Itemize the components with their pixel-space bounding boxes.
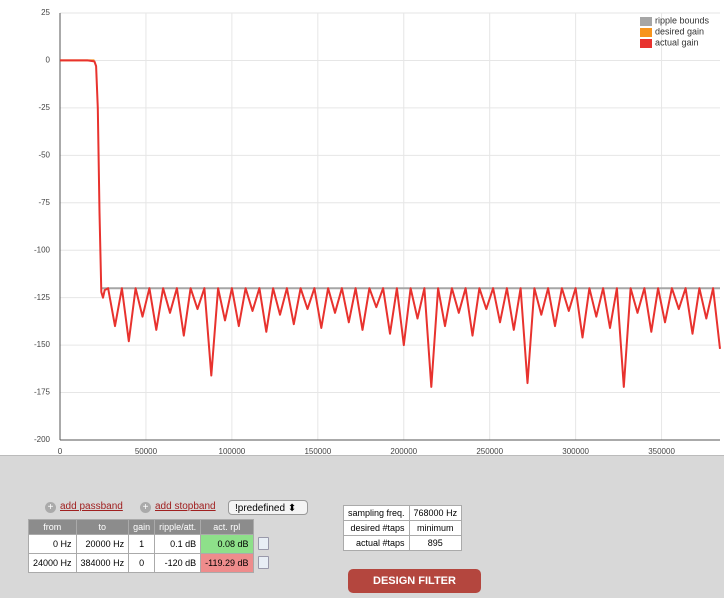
cell: desired #taps [343,520,410,536]
cell[interactable]: 768000 Hz [408,505,463,521]
y-tick-label: -100 [34,245,51,254]
y-tick-label: -25 [38,103,50,112]
preset-text: !predefined [235,503,286,514]
cell[interactable]: minimum [408,520,463,536]
x-tick-label: 200000 [390,447,417,455]
cell: -119.29 dB [200,553,254,573]
col-header: to [75,519,130,535]
delete[interactable] [253,554,273,573]
chart: 25 0 -25 -50 -75 -100 -125 -150 -175 -200 0 50000 10… [34,8,721,455]
legend-label: actual gain [655,37,699,47]
legend-label: desired gain [655,26,704,36]
y-tick-label: -75 [38,198,50,207]
col-header: from [28,519,77,535]
settings-table: sampling freq. 768000 Hz desired #taps min… [343,505,463,551]
preset-select[interactable]: !predefined ⬍ [228,500,308,515]
cell[interactable]: 0 Hz [28,534,77,554]
x-tick-label: 250000 [476,447,503,455]
add-icon: + [140,502,151,513]
x-tick-label: 300000 [562,447,589,455]
cell[interactable]: 20000 Hz [75,534,130,554]
series-line [60,59,721,388]
cell[interactable]: 0 [128,553,156,573]
x-tick-label: 150000 [304,447,331,455]
legend-swatch [640,39,652,48]
y-tick-label: -150 [34,340,51,349]
y-tick-label: -50 [38,150,50,159]
design-button[interactable]: DESIGN FILTER [348,569,481,593]
spacer [253,520,273,535]
cell[interactable]: 384000 Hz [75,553,130,573]
cell: actual #taps [343,535,410,551]
add-icon: + [45,502,56,513]
y-tick-label: -175 [34,388,51,397]
col-header: ripple/att. [154,519,202,535]
cell: 0.08 dB [200,534,254,554]
add-stopband-link[interactable]: add stopband [155,501,216,512]
x-tick-label: 350000 [648,447,675,455]
cell: 895 [408,535,463,551]
cell[interactable]: 0.1 dB [154,534,202,554]
x-tick-label: 100000 [219,447,246,455]
col-header: act. rpl [200,519,254,535]
cell[interactable]: -120 dB [154,553,202,573]
y-tick-label: -125 [34,293,51,302]
bands-table: from to gain ripple/att. act. rpl 0 Hz 20000 … [28,519,274,573]
x-tick-label: 0 [58,447,63,455]
x-tick-label: 50000 [135,447,158,455]
cell[interactable]: 1 [128,534,156,554]
delete[interactable] [253,535,273,554]
y-tick-label: -200 [34,435,51,444]
legend-label: ripple bounds [655,15,710,25]
add-passband-link[interactable]: add passband [60,501,123,512]
legend-swatch [640,17,652,26]
y-tick-label: 0 [46,56,51,65]
cell: sampling freq. [343,505,410,521]
legend-swatch [640,28,652,37]
y-tick-label: 25 [41,8,50,17]
cell[interactable]: 24000 Hz [28,553,77,573]
col-header: gain [128,519,156,535]
